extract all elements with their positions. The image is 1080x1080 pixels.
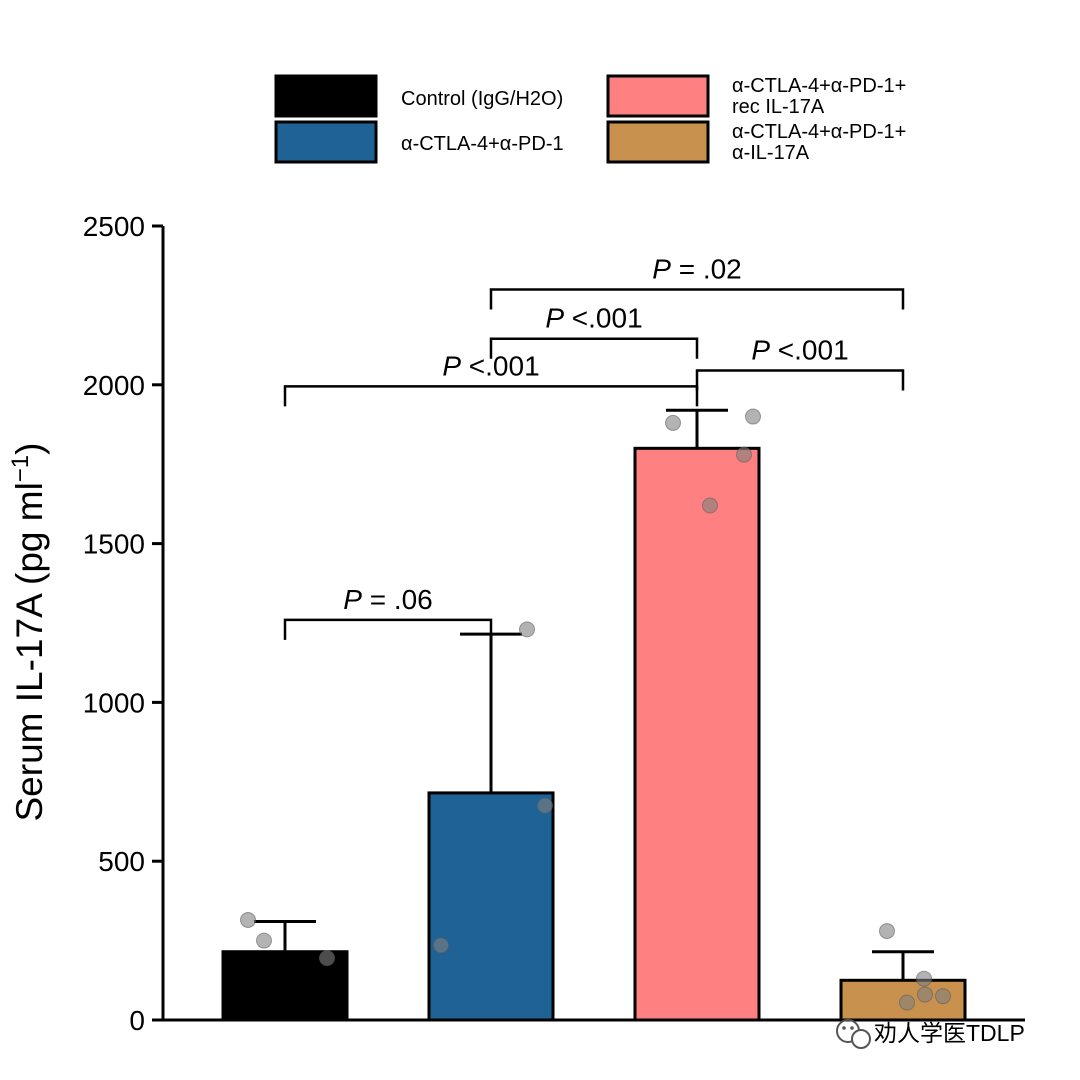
p-value-text: = .06: [362, 584, 433, 615]
legend-item: α-CTLA-4+α-PD-1+ rec IL-17A: [606, 74, 906, 118]
legend: Control (IgG/H2O) α-CTLA-4+α-PD-1 α-CTLA-4…: [274, 74, 906, 164]
p-value-label: P <.001: [545, 303, 642, 334]
data-point: [433, 937, 449, 954]
legend-label-line: α-IL-17A: [732, 142, 810, 164]
y-axis-label-main: Serum IL-17A (pg ml: [9, 482, 50, 821]
data-point: [745, 408, 761, 425]
data-point: [537, 797, 553, 814]
data-point: [702, 497, 718, 514]
y-tick-label: 2000: [83, 370, 145, 401]
y-tick-label: 1000: [83, 687, 145, 718]
legend-label-line: α-CTLA-4+α-PD-1: [401, 133, 564, 155]
data-points: [240, 408, 951, 1011]
data-point: [256, 932, 272, 949]
y-axis-label: Serum IL-17A (pg ml−1): [7, 442, 50, 821]
bar: [427, 791, 555, 1022]
significance-bracket: P = .02: [489, 254, 905, 310]
watermark: 劝人学医TDLP: [836, 1019, 1025, 1049]
legend-swatch: [606, 120, 710, 164]
y-axis-label-close: ): [9, 442, 50, 454]
y-tick-label: 1500: [83, 529, 145, 560]
legend-label: α-CTLA-4+α-PD-1: [401, 133, 564, 155]
bracket-line: [695, 369, 905, 391]
error-bar: [254, 920, 316, 952]
p-value-symbol: P: [343, 584, 362, 615]
legend-label-line: Control (IgG/H2O): [401, 88, 563, 110]
p-value-text: <.001: [461, 350, 540, 381]
data-point: [665, 414, 681, 431]
p-value-label: P <.001: [442, 350, 539, 381]
data-point: [899, 994, 915, 1011]
y-tick-label: 0: [129, 1005, 145, 1036]
bars: [221, 446, 967, 1022]
data-point: [935, 988, 951, 1005]
legend-label-line: α-CTLA-4+α-PD-1+: [732, 121, 906, 143]
legend-item: α-CTLA-4+α-PD-1: [274, 120, 564, 164]
legend-label-line: α-CTLA-4+α-PD-1+: [732, 75, 906, 97]
significance-bracket: P = .06: [283, 584, 493, 640]
error-bar: [666, 408, 728, 449]
data-point: [916, 970, 932, 987]
watermark-text: 劝人学医TDLP: [874, 1020, 1025, 1046]
y-tick-label: 500: [98, 846, 145, 877]
p-value-text: <.001: [564, 303, 643, 334]
p-value-text: = .02: [671, 254, 742, 285]
error-bars: [254, 408, 934, 981]
data-point: [319, 950, 335, 967]
bracket-line: [283, 385, 699, 407]
y-axis-label-sup: −1: [7, 455, 34, 482]
significance-bracket: P <.001: [695, 335, 905, 391]
legend-swatch: [606, 74, 710, 118]
p-value-symbol: P: [751, 335, 770, 366]
legend-label: α-CTLA-4+α-PD-1+ rec IL-17A: [732, 75, 906, 118]
legend-label-line: rec IL-17A: [732, 96, 825, 118]
legend-label: Control (IgG/H2O): [401, 88, 563, 110]
p-value-label: P = .02: [652, 254, 742, 285]
legend-swatch: [274, 120, 378, 164]
data-point: [879, 923, 895, 940]
error-bar: [460, 632, 522, 793]
bracket-line: [283, 618, 493, 640]
wechat-icon: [836, 1019, 871, 1049]
p-value-symbol: P: [442, 350, 461, 381]
p-value-text: <.001: [770, 335, 849, 366]
bar: [633, 446, 761, 1022]
bracket-line: [489, 337, 699, 359]
legend-item: Control (IgG/H2O): [274, 74, 563, 118]
data-point: [519, 621, 535, 638]
p-value-symbol: P: [652, 254, 671, 285]
bracket-line: [489, 288, 905, 310]
data-point: [736, 446, 752, 463]
p-value-label: P = .06: [343, 584, 433, 615]
p-value-label: P <.001: [751, 335, 848, 366]
significance-bracket: P <.001: [283, 350, 699, 407]
y-tick-label: 2500: [83, 211, 145, 242]
legend-item: α-CTLA-4+α-PD-1+ α-IL-17A: [606, 120, 906, 164]
data-point: [917, 986, 933, 1003]
legend-label: α-CTLA-4+α-PD-1+ α-IL-17A: [732, 121, 906, 164]
error-bar: [872, 950, 934, 981]
legend-swatch: [274, 74, 378, 118]
p-value-symbol: P: [545, 303, 564, 334]
significance-bracket: P <.001: [489, 303, 699, 359]
data-point: [240, 911, 256, 928]
